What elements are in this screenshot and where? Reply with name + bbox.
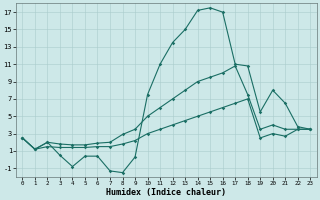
X-axis label: Humidex (Indice chaleur): Humidex (Indice chaleur)	[106, 188, 226, 197]
